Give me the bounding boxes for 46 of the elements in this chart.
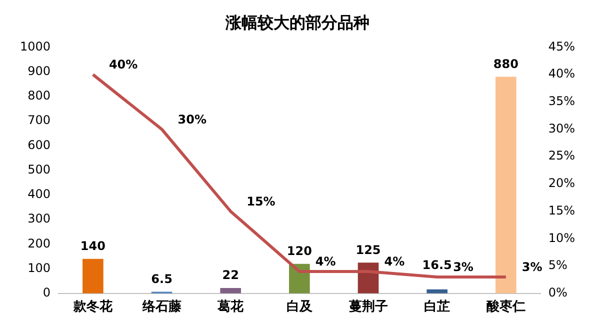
data-label: 4% — [315, 254, 336, 269]
x-tick-label: 葛花 — [216, 298, 245, 315]
bar — [82, 258, 104, 294]
y2-tick-label: 45% — [548, 39, 575, 54]
x-tick-label: 蔓荆子 — [348, 298, 388, 315]
data-label: 4% — [384, 254, 405, 269]
x-tick-label: 白及 — [286, 300, 314, 315]
data-label: 16.5 — [422, 258, 452, 272]
x-tick-label: 酸枣仁 — [486, 298, 526, 315]
data-label: 140 — [80, 239, 106, 254]
y-tick-label: 0 — [42, 286, 51, 300]
y2-tick-label: 10% — [548, 230, 575, 245]
y2-tick-label: 30% — [548, 121, 575, 136]
data-label: 3% — [453, 260, 474, 274]
data-label: 880 — [493, 56, 518, 71]
y2-tick-label: 35% — [548, 94, 575, 108]
x-tick-label: 白芷 — [424, 300, 450, 315]
data-label: 30% — [178, 112, 207, 126]
y-tick-label: 700 — [28, 113, 51, 128]
y-tick-label: 1000 — [20, 39, 51, 54]
y2-tick-label: 5% — [548, 258, 568, 272]
bar — [220, 288, 242, 294]
y-tick-label: 300 — [28, 212, 51, 226]
data-label: 125 — [356, 242, 381, 257]
y-tick-label: 500 — [28, 162, 51, 176]
y-tick-label: 800 — [28, 88, 51, 103]
x-tick-label: 款冬花 — [72, 300, 114, 315]
data-label: 120 — [286, 244, 312, 258]
y-tick-label: 600 — [28, 138, 51, 152]
data-label: 40% — [108, 58, 138, 72]
x-tick-label: 络石藤 — [141, 298, 182, 315]
y2-tick-label: 0% — [548, 286, 568, 300]
y2-tick-label: 15% — [548, 203, 575, 218]
data-label: 6.5 — [151, 272, 172, 286]
data-label: 15% — [246, 194, 276, 208]
data-label: 3% — [522, 260, 542, 274]
y2-tick-label: 40% — [548, 66, 575, 81]
y-tick-label: 100 — [28, 260, 51, 275]
y-tick-label: 400 — [28, 187, 51, 202]
bar — [496, 76, 516, 294]
y-tick-label: 900 — [28, 64, 51, 78]
y2-tick-label: 20% — [548, 176, 575, 190]
y-tick-label: 200 — [28, 236, 51, 250]
data-label: 22 — [222, 268, 239, 282]
chart-title: 涨幅较大的部分品种 — [224, 12, 370, 32]
y2-tick-label: 25% — [548, 148, 575, 163]
